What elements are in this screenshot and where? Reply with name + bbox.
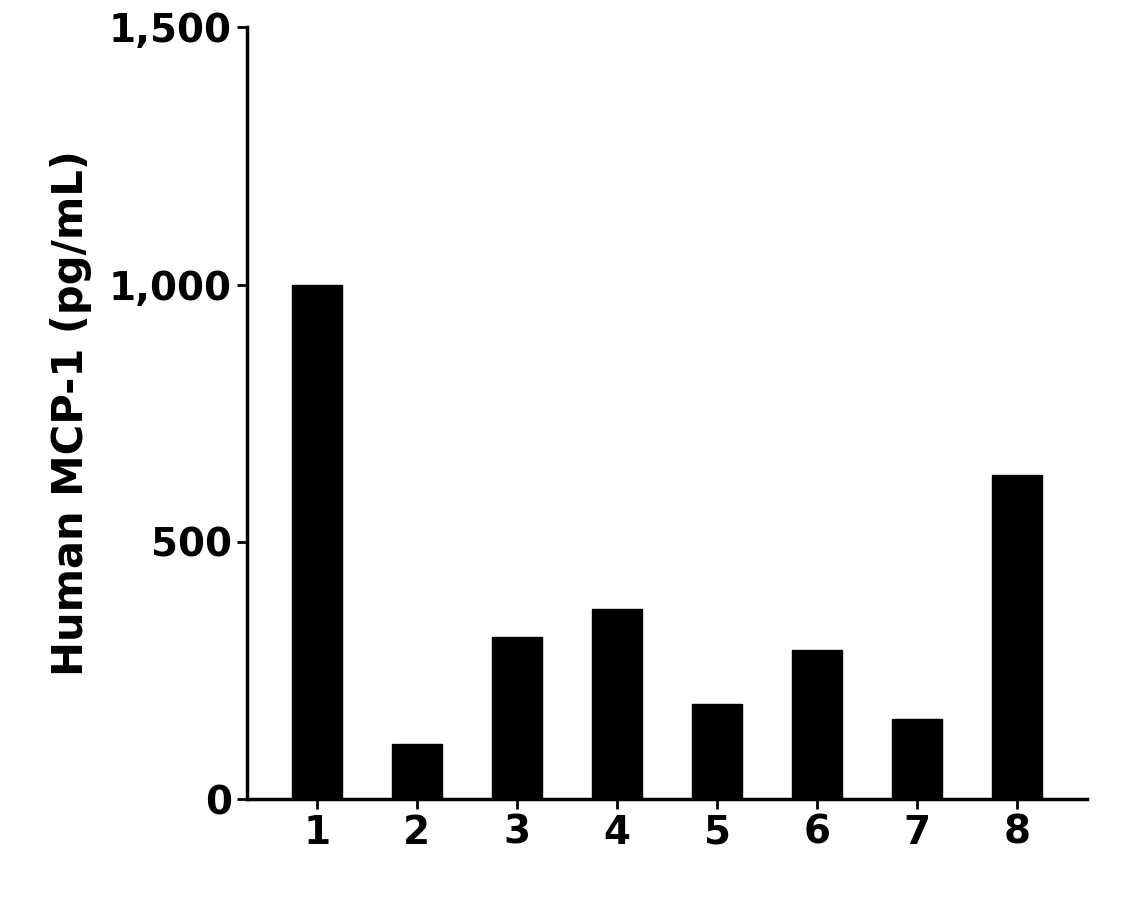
Bar [291,284,342,799]
Bar [592,608,642,799]
Bar [793,650,842,799]
Bar [892,719,943,799]
Bar [692,704,742,799]
Y-axis label: Human MCP-1 (pg/mL): Human MCP-1 (pg/mL) [50,150,92,676]
Bar [992,475,1043,799]
Bar [492,637,541,799]
Bar [391,745,442,799]
